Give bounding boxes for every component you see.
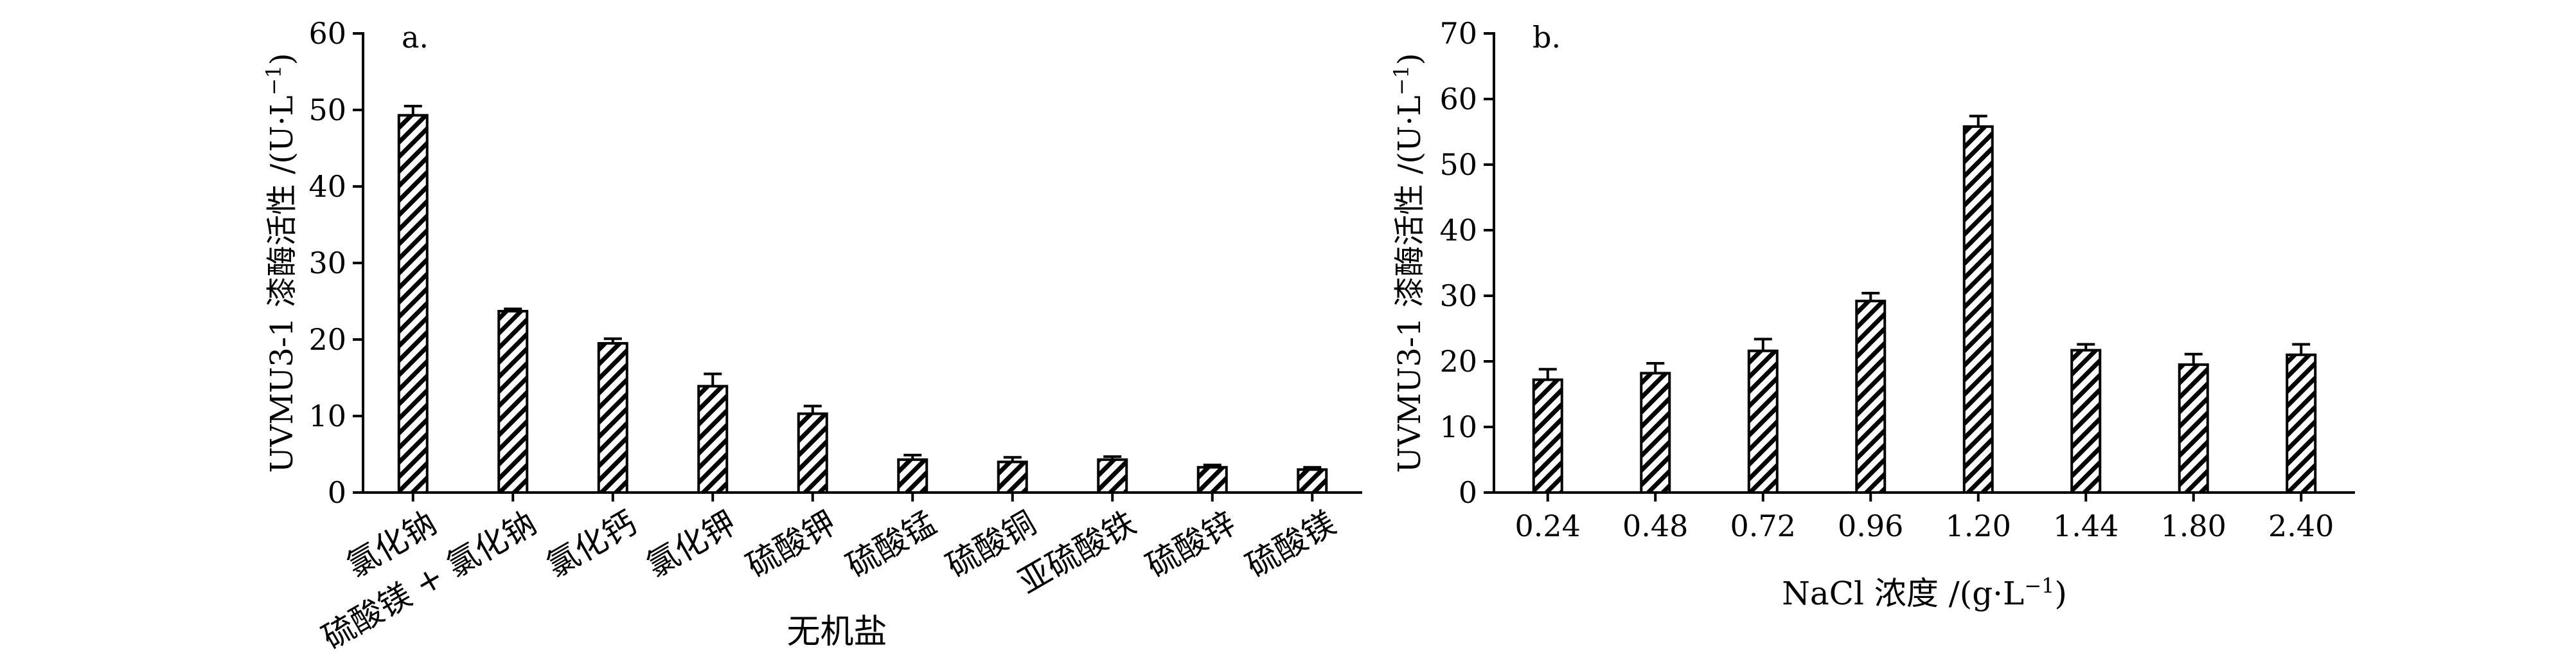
x-category-label: 硫酸钾 (740, 504, 842, 584)
x-category-label: 1.44 (2053, 509, 2119, 543)
x-category-label: 0.24 (1515, 509, 1581, 543)
y-axis-label: UVMU3-1 漆酶活性 /(U·L−1) (262, 53, 300, 473)
x-category-label: 1.80 (2161, 509, 2226, 543)
bar (397, 114, 429, 494)
panel-label: a. (402, 20, 429, 55)
y-axis-label-main: UVMU3-1 漆酶活性 /(U·L (1392, 95, 1428, 473)
y-axis-label-sup: −1 (1389, 65, 1414, 95)
x-axis-label-main: NaCl 浓度 /(g·L (1782, 575, 2024, 612)
y-axis-label: UVMU3-1 漆酶活性 /(U·L−1) (1389, 53, 1428, 473)
y-tick-label: 40 (1439, 213, 1477, 248)
bar (697, 385, 729, 494)
y-axis-label-close: ) (264, 53, 300, 66)
y-tick-label: 10 (1439, 410, 1477, 444)
x-category-label: 硫酸锌 (1140, 504, 1242, 584)
bar (797, 412, 828, 494)
bar (997, 460, 1028, 494)
y-tick-label: 60 (308, 16, 346, 51)
x-axis-label: 无机盐 (786, 613, 887, 651)
bar (1297, 468, 1328, 494)
bar (497, 309, 529, 494)
y-tick-label: 10 (308, 399, 346, 433)
y-tick-label: 30 (308, 246, 346, 280)
x-category-label: 硫酸镁 (1239, 504, 1342, 584)
bar (1747, 349, 1779, 494)
y-tick-label: 0 (328, 475, 346, 510)
x-category-label: 氯化钙 (540, 504, 643, 584)
panel-label: b. (1532, 20, 1561, 55)
x-category-label: 硫酸锰 (840, 504, 942, 584)
y-tick-label: 40 (308, 169, 346, 204)
x-axis-label-close: ) (2054, 575, 2067, 612)
bar (1962, 125, 1994, 494)
y-tick-label: 50 (1439, 147, 1477, 182)
y-tick-label: 20 (1439, 344, 1477, 379)
bar (2286, 353, 2317, 494)
bar (2070, 349, 2102, 494)
y-tick-label: 20 (308, 322, 346, 357)
bar (1532, 378, 1563, 494)
bar (1196, 466, 1228, 494)
x-category-label: 氯化钾 (640, 504, 742, 584)
bar (597, 341, 628, 494)
bar (1640, 372, 1671, 494)
bar (1855, 300, 1887, 494)
x-category-label: 0.48 (1622, 509, 1688, 543)
bar (1097, 458, 1128, 494)
y-axis-label-close: ) (1392, 53, 1428, 66)
y-axis-label-sup: −1 (262, 65, 286, 95)
x-category-label: 2.40 (2268, 509, 2334, 543)
bar (897, 458, 928, 494)
y-tick-label: 50 (308, 93, 346, 127)
x-category-label: 1.20 (1946, 509, 2011, 543)
y-axis-label-main: UVMU3-1 漆酶活性 /(U·L (264, 95, 300, 473)
x-category-label: 0.96 (1838, 509, 1903, 543)
x-axis-label: NaCl 浓度 /(g·L−1) (1782, 574, 2067, 612)
bar (2178, 363, 2209, 494)
y-tick-label: 0 (1459, 475, 1477, 510)
y-tick-label: 70 (1439, 16, 1477, 51)
x-axis-label-sup: −1 (2024, 574, 2054, 598)
x-category-label: 0.72 (1730, 509, 1796, 543)
y-tick-label: 60 (1439, 82, 1477, 116)
y-tick-label: 30 (1439, 278, 1477, 313)
